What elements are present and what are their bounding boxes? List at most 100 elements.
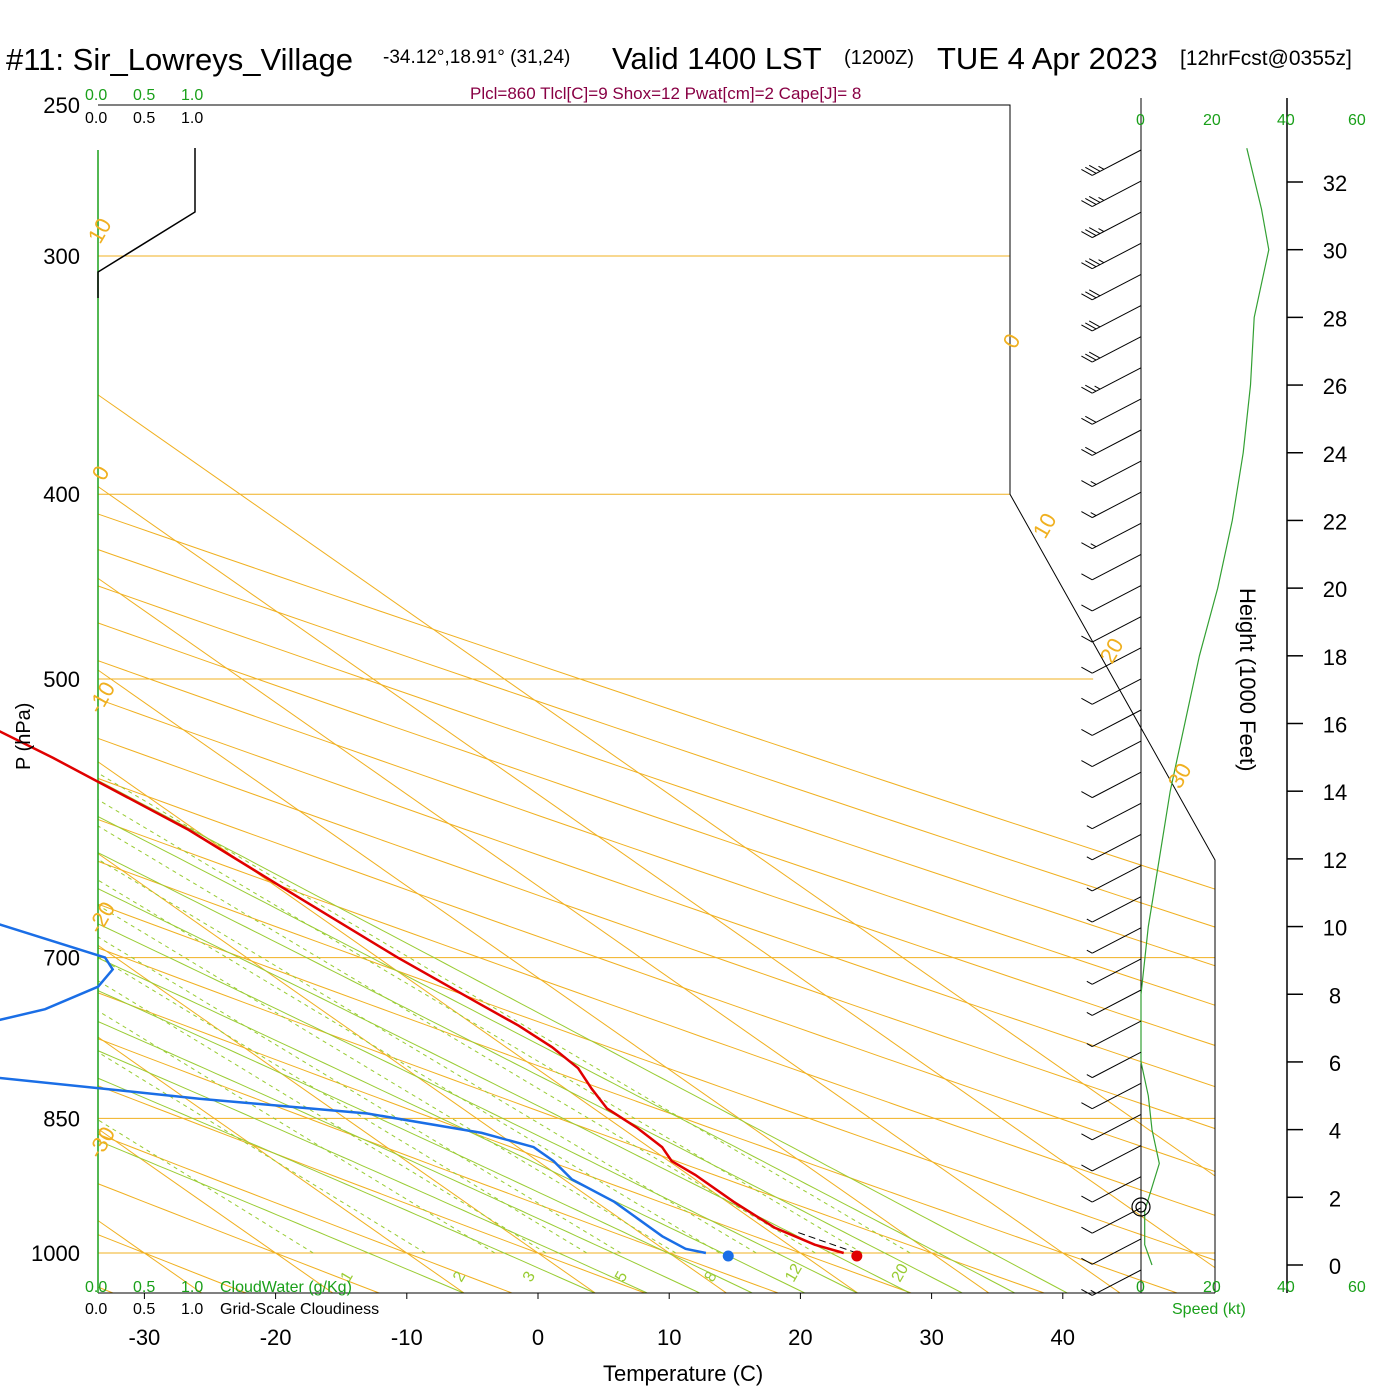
- wind-barb-flag: [1094, 385, 1101, 390]
- wind-barb-staff: [1091, 1269, 1142, 1296]
- wind-barb-flag: [1088, 289, 1101, 297]
- wind-barb-flag: [1086, 825, 1093, 830]
- wind-barb: [1081, 149, 1142, 176]
- wind-barb-staff: [1091, 709, 1142, 736]
- wind-barb: [1081, 709, 1142, 736]
- moist-adiabat: [98, 105, 701, 1293]
- speed-top-40: 40: [1277, 112, 1295, 129]
- wind-barb-flag: [1086, 1074, 1093, 1079]
- moist-adiabat: [98, 105, 806, 1293]
- clipped-grid: [98, 105, 1215, 1293]
- cloudiness-label: Grid-Scale Cloudiness: [220, 1301, 379, 1318]
- wind-barb-flag: [1081, 666, 1093, 674]
- wind-barb-staff: [1091, 616, 1142, 643]
- isotherm-label: -30: [83, 1122, 121, 1162]
- wind-barb-flag: [1086, 918, 1093, 923]
- dry-adiabat: [98, 105, 1215, 1293]
- cloudwater-label: CloudWater (g/Kg): [220, 1279, 352, 1296]
- mixing-ratio-line: [98, 493, 721, 1254]
- wind-barb-staff: [1091, 585, 1142, 612]
- dry-adiabat: [98, 105, 1215, 1293]
- speed-axis-label: Speed (kt): [1172, 1301, 1246, 1318]
- valid-date: TUE 4 Apr 2023: [937, 41, 1158, 76]
- wind-barb-flag: [1098, 228, 1105, 232]
- wind-barb: [1086, 896, 1142, 923]
- wind-barb-flag: [1086, 887, 1093, 892]
- pressure-tick-400: 400: [43, 482, 80, 507]
- isotherm-label: 20: [1095, 634, 1129, 668]
- wind-barb-staff: [1091, 834, 1142, 861]
- wind-barb-staff: [1091, 802, 1142, 830]
- wind-barb: [1081, 585, 1142, 612]
- temperature-tick-30: 30: [919, 1325, 943, 1350]
- wind-barb-staff: [1091, 1176, 1142, 1203]
- wind-barb-staff: [1091, 865, 1142, 892]
- wind-barb-staff: [1091, 1114, 1142, 1141]
- wind-barb-flag: [1088, 351, 1101, 359]
- wind-barb-staff: [1091, 989, 1142, 1016]
- wind-barb: [1081, 305, 1142, 332]
- height-tick-16: 16: [1323, 713, 1347, 738]
- wind-barb-staff: [1091, 522, 1142, 550]
- wind-barb: [1081, 740, 1142, 767]
- moist-adiabat: [98, 105, 911, 1293]
- wind-barb: [1086, 958, 1142, 985]
- wind-barb-staff: [1091, 491, 1142, 519]
- wind-barb-flag: [1085, 415, 1097, 423]
- wind-barb-flag: [1081, 324, 1093, 332]
- isotherm-label: 30: [1163, 759, 1197, 793]
- wind-barb: [1081, 336, 1142, 363]
- wind-barb-flag: [1088, 227, 1101, 234]
- wind-barb-flag: [1081, 791, 1093, 799]
- dry-adiabat: [98, 105, 1215, 1293]
- wind-barb-staff: [1091, 460, 1142, 487]
- dry-adiabat: [98, 105, 1215, 1293]
- dry-adiabat: [98, 105, 1215, 1293]
- wind-barb-flag: [1081, 417, 1093, 425]
- height-tick-8: 8: [1329, 983, 1341, 1008]
- height-axis-label: Height (1000 Feet): [1235, 588, 1260, 771]
- cloudiness-line: [97, 148, 196, 298]
- wind-barb-staff: [1091, 896, 1142, 923]
- wind-barb-flag: [1081, 355, 1093, 363]
- wind-barb-staff: [1091, 927, 1142, 954]
- mixing-ratio-label: 2: [450, 1269, 469, 1285]
- wind-barb-staff: [1091, 211, 1142, 239]
- wind-barb: [1081, 460, 1142, 487]
- pressure-tick-1000: 1000: [31, 1241, 80, 1266]
- speed-bottom-40: 40: [1277, 1279, 1295, 1296]
- temperature-tick-10: 10: [657, 1325, 681, 1350]
- height-tick-18: 18: [1323, 645, 1347, 670]
- height-tick-32: 32: [1323, 171, 1347, 196]
- height-tick-26: 26: [1323, 374, 1347, 399]
- cloud-top-green-0: 0.0: [85, 87, 107, 104]
- wind-barb-staff: [1091, 647, 1142, 674]
- height-tick-6: 6: [1329, 1051, 1341, 1076]
- wind-barb-staff: [1091, 554, 1142, 581]
- mixing-ratio-line: [98, 493, 677, 1254]
- moist-adiabat: [98, 105, 1069, 1293]
- moist-adiabat: [98, 105, 649, 1293]
- height-tick-28: 28: [1323, 306, 1347, 331]
- wind-barb-flag: [1081, 1102, 1093, 1110]
- mixing-ratio-line: [98, 493, 622, 1254]
- wind-barb-flag: [1085, 229, 1097, 237]
- wind-barb-staff: [1091, 367, 1142, 394]
- moist-adiabat: [98, 105, 754, 1293]
- height-tick-10: 10: [1323, 916, 1347, 941]
- isotherm: [98, 105, 783, 1293]
- speed-top-20: 20: [1203, 112, 1221, 129]
- dry-adiabat: [98, 105, 481, 1293]
- wind-barb: [1086, 865, 1142, 892]
- calm-wind-outer: [1131, 1197, 1151, 1217]
- wind-barb-flag: [1081, 511, 1093, 519]
- wind-barb-staff: [1091, 1145, 1142, 1172]
- wind-barb-staff: [1091, 274, 1142, 301]
- wind-barb-flag: [1081, 1164, 1093, 1172]
- temperature-tick--20: -20: [260, 1325, 292, 1350]
- profile-layer: [0, 148, 863, 1262]
- wind-barb-staff: [1091, 958, 1142, 985]
- wind-barb: [1086, 802, 1142, 830]
- x-axis-label: Temperature (C): [603, 1361, 763, 1386]
